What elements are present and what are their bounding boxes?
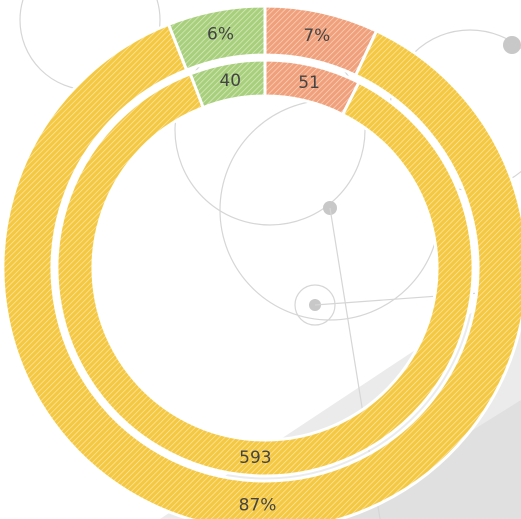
data-label: 6% [207,25,234,45]
data-label: 593 [239,448,271,468]
data-label: 51 [298,73,320,93]
data-label: 87% [239,495,277,515]
donut: 7% 87% 6% 51 593 40 [3,6,521,519]
chart: 7% 87% 6% 51 593 40 [0,0,521,519]
data-label: 7% [303,26,330,46]
data-label: 40 [219,71,241,91]
segment-hatch [57,74,473,476]
